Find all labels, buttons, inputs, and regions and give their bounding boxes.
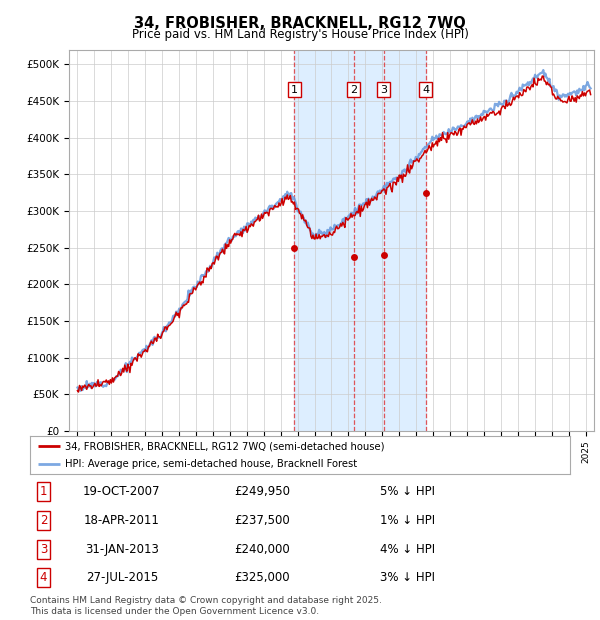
Text: 2: 2 [40, 514, 47, 527]
Text: 18-APR-2011: 18-APR-2011 [84, 514, 160, 527]
Text: Price paid vs. HM Land Registry's House Price Index (HPI): Price paid vs. HM Land Registry's House … [131, 28, 469, 41]
Text: 4% ↓ HPI: 4% ↓ HPI [380, 542, 436, 556]
Text: Contains HM Land Registry data © Crown copyright and database right 2025.
This d: Contains HM Land Registry data © Crown c… [30, 596, 382, 616]
Text: 2: 2 [350, 85, 357, 95]
Text: £325,000: £325,000 [235, 571, 290, 584]
Text: £237,500: £237,500 [235, 514, 290, 527]
Text: 3: 3 [40, 542, 47, 556]
Bar [294, 50, 426, 431]
Text: 34, FROBISHER, BRACKNELL, RG12 7WQ: 34, FROBISHER, BRACKNELL, RG12 7WQ [134, 16, 466, 30]
Text: 31-JAN-2013: 31-JAN-2013 [85, 542, 159, 556]
Text: 4: 4 [422, 85, 430, 95]
Text: 1: 1 [40, 485, 47, 498]
Text: 27-JUL-2015: 27-JUL-2015 [86, 571, 158, 584]
Text: 34, FROBISHER, BRACKNELL, RG12 7WQ (semi-detached house): 34, FROBISHER, BRACKNELL, RG12 7WQ (semi… [65, 441, 385, 451]
Text: HPI: Average price, semi-detached house, Bracknell Forest: HPI: Average price, semi-detached house,… [65, 459, 357, 469]
Text: 4: 4 [40, 571, 47, 584]
Text: 1% ↓ HPI: 1% ↓ HPI [380, 514, 436, 527]
Text: £240,000: £240,000 [235, 542, 290, 556]
Text: 19-OCT-2007: 19-OCT-2007 [83, 485, 161, 498]
Text: 3% ↓ HPI: 3% ↓ HPI [380, 571, 436, 584]
Text: 5% ↓ HPI: 5% ↓ HPI [380, 485, 436, 498]
Text: £249,950: £249,950 [234, 485, 290, 498]
Text: 1: 1 [291, 85, 298, 95]
Text: 3: 3 [380, 85, 387, 95]
